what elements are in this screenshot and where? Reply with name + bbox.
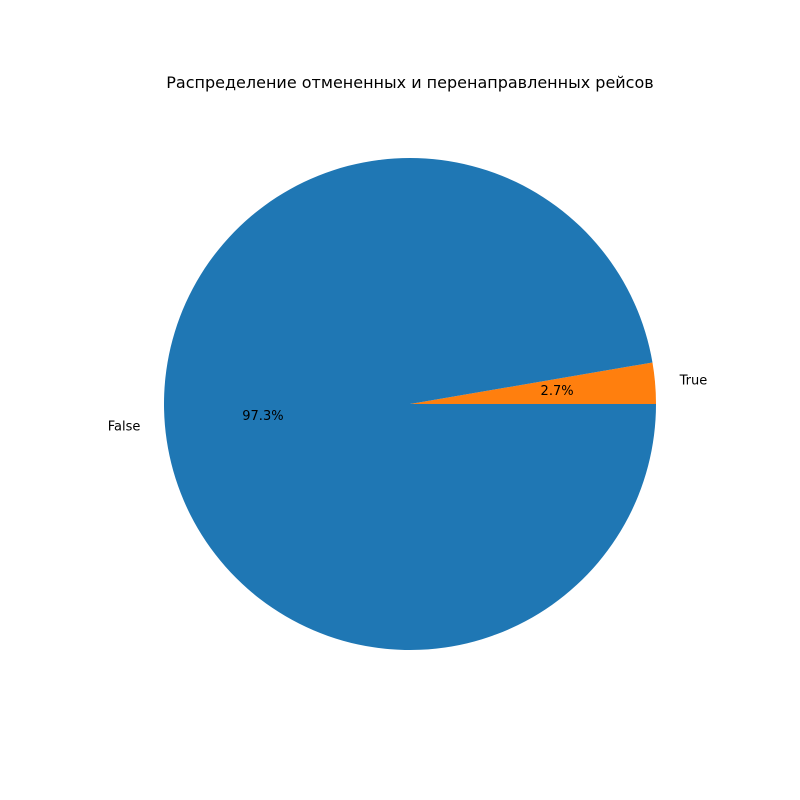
slice-label-true: True xyxy=(679,374,708,389)
chart-title: Распределение отмененных и перенаправлен… xyxy=(166,73,653,92)
slice-pct-true: 2.7% xyxy=(541,384,574,399)
pie-labels: True 2.7% False 97.3% xyxy=(108,374,708,435)
slice-label-false: False xyxy=(108,419,141,434)
pie-slices xyxy=(163,157,656,650)
pie-slice-false xyxy=(163,157,656,650)
pie-slice-true xyxy=(410,362,656,404)
slice-pct-false: 97.3% xyxy=(242,409,283,424)
